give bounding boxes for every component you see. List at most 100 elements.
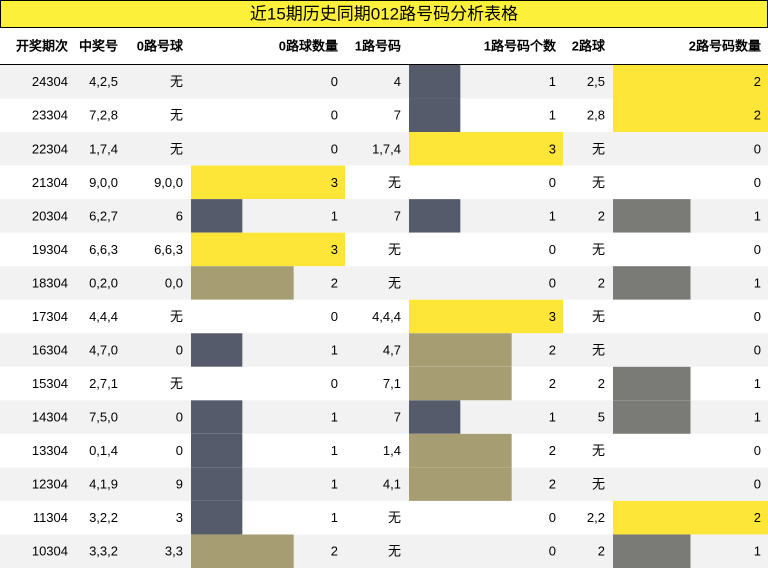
cell: 2,5 [587,74,605,89]
cell: 7 [394,410,401,425]
column-header: 2路球 [572,38,606,53]
cell: 2 [331,544,338,559]
cell: 0 [176,410,183,425]
row-background [0,232,768,267]
cell: 2 [549,376,556,391]
row-background [0,165,768,200]
cell: 1,7,4 [89,141,118,156]
cell: 18304 [32,275,68,290]
cell: 3,2,2 [89,510,118,525]
column-header: 中奖号 [79,38,118,53]
cell: 2 [598,275,605,290]
cell: 0 [176,342,183,357]
cell: 3,3 [165,544,183,559]
data-bar [613,534,691,568]
row-background [0,467,768,501]
data-bar [191,433,243,468]
cell: 2 [754,510,761,525]
cell: 4,1,9 [89,477,118,492]
cell: 0 [549,242,556,257]
cell: 无 [170,74,183,89]
data-bar [409,132,563,166]
cell: 19304 [32,242,68,257]
cell: 6,6,3 [89,242,118,257]
cell: 1 [754,208,761,223]
title: 近15期历史同期012路号码分析表格 [250,4,518,23]
data-bar [191,232,345,267]
cell: 15304 [32,376,68,391]
data-bar [613,98,768,133]
cell: 无 [170,141,183,156]
data-bar [409,333,512,367]
cell: 0 [754,141,761,156]
cell: 9,0,0 [154,175,183,190]
cell: 无 [170,108,183,123]
cell: 0 [549,175,556,190]
row-background [0,333,768,367]
data-bar [191,199,243,233]
cell: 3,3,2 [89,544,118,559]
cell: 11304 [33,510,68,525]
column-header: 开奖期次 [16,38,68,53]
cell: 14304 [32,410,68,425]
data-bar [409,65,461,99]
cell: 2 [754,108,761,123]
cell: 6,6,3 [154,242,183,257]
data-bar [613,199,691,233]
cell: 24304 [32,74,68,89]
data-bar [613,366,691,401]
data-bar [409,98,461,133]
cell: 4 [394,74,401,89]
cell: 3 [331,175,338,190]
cell: 1,4 [383,443,401,458]
data-bar [191,333,243,367]
cell: 2 [549,477,556,492]
cell: 0 [331,74,338,89]
cell: 无 [592,175,605,190]
cell: 1 [549,74,556,89]
cell: 21304 [32,175,68,190]
cell: 1 [331,510,338,525]
cell: 7,1 [383,376,401,391]
title-bar [0,0,768,28]
column-header: 2路号码数量 [689,38,761,53]
column-header: 1路号码个数 [484,38,557,53]
data-bar [409,433,512,468]
cell: 1 [549,108,556,123]
cell: 无 [592,342,605,357]
column-header: 0路号球 [137,38,184,53]
cell: 无 [388,544,401,559]
cell: 6 [176,208,183,223]
cell: 0 [549,510,556,525]
cell: 0 [754,242,761,257]
cell: 无 [388,175,401,190]
row-background [0,299,768,334]
cell: 2 [549,443,556,458]
cell: 0 [176,443,183,458]
cell: 5 [598,410,605,425]
cell: 0,2,0 [89,275,118,290]
cell: 无 [170,309,183,324]
data-bar [409,366,512,401]
cell: 1 [331,477,338,492]
cell: 1 [549,410,556,425]
cell: 1 [549,208,556,223]
cell: 17304 [32,309,68,324]
cell: 12304 [32,477,68,492]
data-bar [191,467,243,501]
cell: 1 [331,410,338,425]
column-header: 0路球数量 [279,38,338,53]
cell: 0 [754,443,761,458]
cell: 16304 [32,342,68,357]
row-background [0,433,768,468]
cell: 2 [598,208,605,223]
data-bar [409,400,461,434]
cell: 9,0,0 [89,175,118,190]
cell: 0 [754,477,761,492]
cell: 0 [754,309,761,324]
cell: 无 [592,443,605,458]
cell: 6,2,7 [89,208,118,223]
data-bar [613,65,768,99]
cell: 2 [331,275,338,290]
